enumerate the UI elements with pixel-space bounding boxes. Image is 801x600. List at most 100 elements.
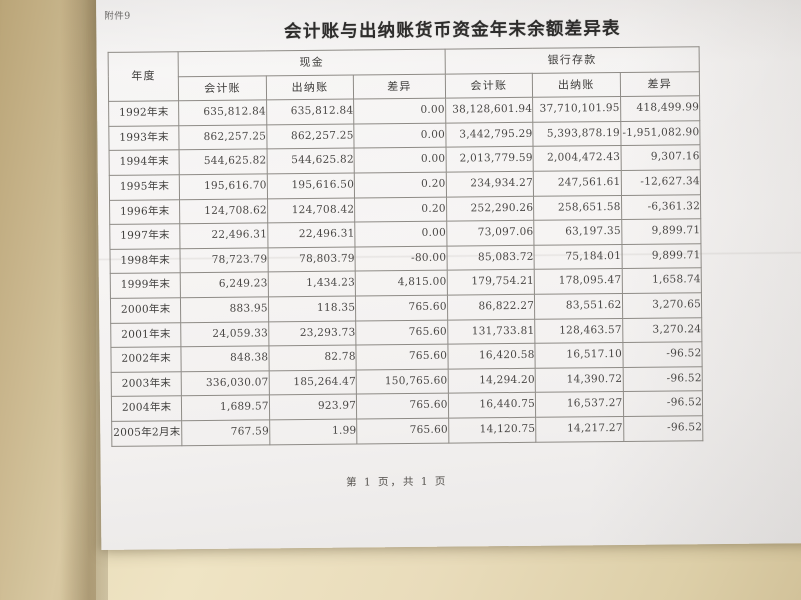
bank-difference-cell: 9,899.71 bbox=[621, 218, 701, 245]
cash-accounting-book-cell: 1,689.57 bbox=[181, 395, 270, 421]
bank-accounting-book-cell: 2,013,779.59 bbox=[445, 146, 534, 173]
bank-cashier-book-cell: 83,551.62 bbox=[534, 293, 623, 319]
bank-difference-cell: -12,627.34 bbox=[620, 169, 701, 196]
bank-difference-cell: -96.52 bbox=[622, 366, 703, 392]
cash-cashier-book-cell: 78,803.79 bbox=[267, 246, 356, 273]
bank-cashier-book-cell: 178,095.47 bbox=[534, 268, 622, 295]
column-group-header-cash: 现金 bbox=[178, 49, 445, 77]
column-header-year: 年度 bbox=[108, 51, 179, 102]
table-body: 1992年末 635,812.84 635,812.84 0.00 38,128,601… bbox=[108, 95, 703, 446]
year-cell: 2000年末 bbox=[110, 297, 182, 323]
year-cell: 1992年末 bbox=[108, 100, 180, 127]
bank-cashier-book-cell: 16,517.10 bbox=[535, 342, 623, 369]
bank-cashier-book-cell: 75,184.01 bbox=[534, 244, 622, 270]
column-header-cash-cashier-book: 出纳账 bbox=[266, 74, 354, 101]
cash-difference-cell: 150,765.60 bbox=[356, 368, 449, 395]
year-cell: 1998年末 bbox=[109, 248, 181, 274]
cash-difference-cell: 0.00 bbox=[354, 147, 446, 173]
cash-accounting-book-cell: 195,616.70 bbox=[179, 173, 268, 200]
bank-cashier-book-cell: 2,004,472.43 bbox=[533, 145, 621, 172]
currency-balance-difference-table: 年度 现金 银行存款 会计账 出纳账 差异 会计账 出纳账 差异 bbox=[108, 46, 704, 446]
bank-difference-cell: 3,270.24 bbox=[622, 317, 702, 343]
bank-accounting-book-cell: 73,097.06 bbox=[446, 220, 535, 246]
bank-difference-cell: -96.52 bbox=[622, 341, 703, 368]
cash-difference-cell: 0.20 bbox=[354, 196, 447, 223]
cash-cashier-book-cell: 1,434.23 bbox=[267, 271, 356, 297]
bank-cashier-book-cell: 258,651.58 bbox=[533, 195, 622, 221]
bank-accounting-book-cell: 16,420.58 bbox=[447, 343, 536, 369]
bank-difference-cell: 418,499.99 bbox=[620, 95, 700, 122]
year-cell: 2005年2月末 bbox=[111, 420, 183, 446]
year-cell: 1997年末 bbox=[109, 223, 181, 250]
cash-accounting-book-cell: 883.95 bbox=[180, 296, 269, 323]
bank-accounting-book-cell: 14,294.20 bbox=[447, 368, 536, 394]
cash-cashier-book-cell: 118.35 bbox=[268, 295, 356, 322]
cash-cashier-book-cell: 124,708.42 bbox=[267, 197, 355, 224]
year-cell: 1994年末 bbox=[109, 150, 180, 176]
cash-difference-cell: -80.00 bbox=[355, 245, 447, 272]
year-cell: 2002年末 bbox=[110, 346, 182, 373]
cash-difference-cell: 0.00 bbox=[353, 98, 446, 124]
cash-cashier-book-cell: 23,293.73 bbox=[268, 320, 357, 346]
bank-difference-cell: 9,307.16 bbox=[620, 145, 701, 171]
cash-difference-cell: 765.60 bbox=[356, 418, 449, 444]
column-header-cash-accounting-book: 会计账 bbox=[178, 75, 267, 101]
year-cell: 1999年末 bbox=[110, 273, 181, 299]
bank-difference-cell: -1,951,082.90 bbox=[620, 120, 701, 146]
cash-difference-cell: 765.60 bbox=[356, 344, 448, 370]
bank-accounting-book-cell: 86,822.27 bbox=[447, 294, 535, 320]
cash-accounting-book-cell: 862,257.25 bbox=[179, 124, 267, 151]
year-cell: 2003年末 bbox=[111, 371, 182, 397]
cash-accounting-book-cell: 336,030.07 bbox=[181, 370, 270, 397]
bank-difference-cell: 3,270.65 bbox=[621, 292, 702, 318]
desk-left-edge bbox=[0, 0, 108, 600]
cash-accounting-book-cell: 635,812.84 bbox=[178, 100, 267, 126]
cash-cashier-book-cell: 923.97 bbox=[269, 394, 357, 420]
bank-cashier-book-cell: 247,561.61 bbox=[533, 170, 622, 196]
cash-cashier-book-cell: 22,496.31 bbox=[267, 222, 356, 248]
cash-difference-cell: 0.00 bbox=[354, 221, 447, 247]
bank-cashier-book-cell: 37,710,101.95 bbox=[532, 96, 621, 123]
cash-difference-cell: 765.60 bbox=[355, 295, 448, 321]
bank-accounting-book-cell: 3,442,795.29 bbox=[445, 122, 534, 148]
cash-accounting-book-cell: 544,625.82 bbox=[179, 149, 268, 175]
cash-cashier-book-cell: 185,264.47 bbox=[268, 369, 357, 396]
cash-difference-cell: 765.60 bbox=[355, 319, 448, 346]
cash-cashier-book-cell: 195,616.50 bbox=[267, 172, 355, 199]
bank-accounting-book-cell: 179,754.21 bbox=[446, 269, 535, 296]
column-header-bank-difference: 差异 bbox=[619, 71, 700, 97]
bank-cashier-book-cell: 63,197.35 bbox=[533, 219, 622, 246]
bank-accounting-book-cell: 234,934.27 bbox=[445, 171, 534, 197]
bank-cashier-book-cell: 16,537.27 bbox=[535, 391, 624, 418]
bank-accounting-book-cell: 252,290.26 bbox=[446, 195, 534, 222]
year-cell: 1996年末 bbox=[109, 199, 181, 225]
bank-cashier-book-cell: 14,390.72 bbox=[535, 367, 623, 393]
cash-accounting-book-cell: 22,496.31 bbox=[180, 223, 268, 249]
cash-accounting-book-cell: 78,723.79 bbox=[180, 247, 268, 274]
year-cell: 2001年末 bbox=[110, 322, 182, 348]
bank-accounting-book-cell: 14,120.75 bbox=[448, 417, 536, 443]
cash-accounting-book-cell: 848.38 bbox=[181, 345, 269, 372]
cash-cashier-book-cell: 635,812.84 bbox=[266, 99, 355, 125]
bank-accounting-book-cell: 38,128,601.94 bbox=[445, 97, 533, 123]
page-title: 会计账与出纳账货币资金年末余额差异表 bbox=[283, 17, 621, 42]
cash-cashier-book-cell: 82.78 bbox=[268, 345, 357, 371]
bank-difference-cell: -6,361.32 bbox=[621, 194, 701, 220]
bank-cashier-book-cell: 128,463.57 bbox=[534, 317, 623, 344]
page-content: 附件9 会计账与出纳账货币资金年末余额差异表 年度 现金 银行存款 bbox=[96, 0, 801, 550]
bank-difference-cell: 9,899.71 bbox=[621, 243, 702, 269]
bank-difference-cell: -96.52 bbox=[623, 415, 703, 441]
cash-difference-cell: 0.00 bbox=[354, 122, 446, 149]
column-header-cash-difference: 差异 bbox=[353, 73, 446, 100]
cash-accounting-book-cell: 124,708.62 bbox=[179, 198, 268, 224]
bank-accounting-book-cell: 16,440.75 bbox=[448, 392, 536, 419]
year-cell: 1993年末 bbox=[108, 125, 180, 151]
column-header-bank-accounting-book: 会计账 bbox=[444, 72, 533, 99]
bank-difference-cell: -96.52 bbox=[622, 391, 703, 417]
document-page: 附件9 会计账与出纳账货币资金年末余额差异表 年度 现金 银行存款 bbox=[96, 0, 801, 550]
bank-cashier-book-cell: 14,217.27 bbox=[535, 416, 624, 442]
table-header: 年度 现金 银行存款 会计账 出纳账 差异 会计账 出纳账 差异 bbox=[108, 46, 700, 102]
cash-accounting-book-cell: 24,059.33 bbox=[181, 321, 269, 347]
bank-cashier-book-cell: 5,393,878.19 bbox=[532, 121, 621, 147]
